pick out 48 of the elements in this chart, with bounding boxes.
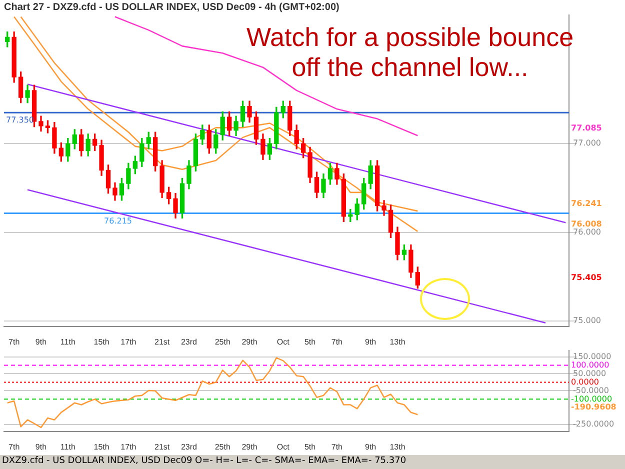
x-tick-label: 13th (390, 337, 406, 346)
text: 76.241 (571, 199, 602, 208)
y-tick-label: 77.000 (573, 138, 601, 148)
x-tick-label: Oct (276, 337, 290, 346)
x-tick-label: 29th (242, 337, 258, 346)
y-tick-label: -50.0000 (573, 386, 609, 395)
annotation: Watch for a possible bounce off the channel low... (245, 22, 575, 82)
x-tick-label: 9th (365, 337, 376, 346)
x-tick-label: 25th (214, 442, 230, 452)
ref-line-label: 76.215 (104, 216, 132, 226)
x-tick-label: 7th (331, 442, 343, 452)
text: DXZ9.cfd - US DOLLAR INDEX, USD Dec09 O=- H=- L=- C=- SMA=- EMA=- EMA=- 75.370 (2, 456, 406, 466)
x-tick-label: 25th (214, 337, 230, 346)
x-tick-label: 29th (242, 442, 258, 452)
x-tick-label: Oct (276, 442, 290, 452)
x-tick-label: 23rd (180, 442, 197, 452)
x-tick-label: 17th (120, 442, 136, 452)
text: 77.085 (571, 124, 602, 133)
x-tick-label: 5th (304, 442, 316, 452)
x-tick-label: 21st (154, 442, 170, 452)
text: 75.405 (571, 273, 602, 282)
ref-line-label: 77.350 (6, 116, 34, 125)
y-tick-label: -250.0000 (573, 420, 614, 429)
x-tick-label: 15th (94, 337, 110, 346)
x-tick-label: 17th (120, 337, 136, 346)
ref-line-label: 100.0000 (571, 360, 610, 370)
y-tick-label: 150.0000 (573, 352, 612, 361)
x-tick-label: 9th (35, 337, 47, 346)
x-tick-label: 15th (94, 442, 110, 452)
x-tick-label: 9th (35, 442, 47, 452)
y-tick-label: 50.0000 (573, 368, 606, 378)
x-tick-label: 11th (60, 442, 76, 452)
y-tick-label: 76.000 (573, 227, 601, 236)
x-tick-label: 5th (304, 337, 316, 346)
x-tick-label: 7th (331, 337, 343, 346)
x-tick-label: 13th (390, 442, 406, 452)
x-tick-label: 23rd (180, 337, 197, 346)
ref-line-label: -100.0000 (571, 394, 612, 404)
x-tick-label: 9th (365, 442, 376, 452)
text: 76.008 (571, 219, 602, 228)
x-tick-label: 21st (154, 337, 170, 346)
x-tick-label: 7th (8, 442, 20, 452)
ref-line-label: 0.0000 (571, 377, 599, 386)
y-tick-label: 75.000 (573, 316, 601, 326)
x-tick-label: 11th (60, 337, 76, 346)
chart-title: Chart 27 - DXZ9.cfd - US DOLLAR INDEX, USD Dec09 - 4h (GMT+02:00) (4, 2, 340, 13)
x-tick-label: 7th (8, 337, 20, 346)
text: -190.9608 (571, 402, 617, 412)
